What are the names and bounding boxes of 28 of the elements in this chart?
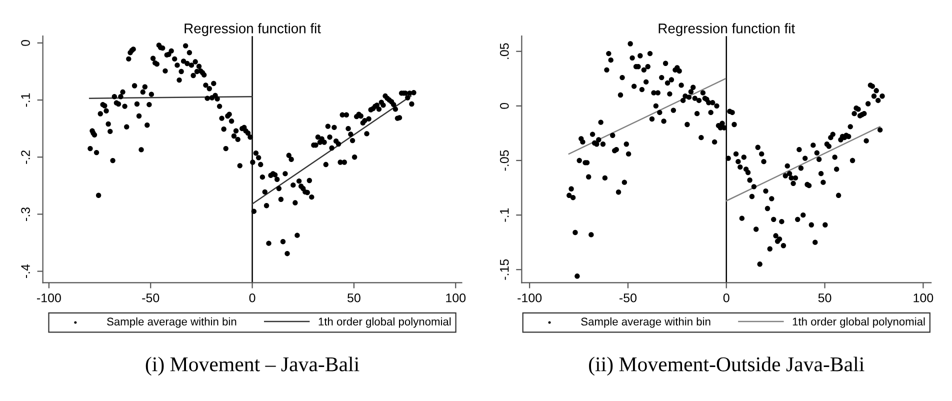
- text: (i) Movement – Java-Bali: [146, 356, 360, 376]
- y-tick-label: -.4: [21, 264, 30, 278]
- x-tick-label: 50: [818, 293, 832, 302]
- y-tick-label: 0: [21, 40, 30, 46]
- x-tick-label: 0: [249, 293, 256, 302]
- y-tick-label: -.2: [21, 150, 30, 164]
- x-tick-label: 100: [914, 293, 934, 302]
- y-tick-label: -.05: [500, 150, 509, 171]
- chart-title: Regression function fit: [658, 23, 795, 36]
- chart-title: Regression function fit: [184, 23, 321, 36]
- x-tick-label: 100: [446, 293, 466, 302]
- legend-label: 1th order global polynomial: [318, 317, 451, 328]
- y-tick-label: -.3: [21, 207, 30, 221]
- x-tick-label: -100: [518, 293, 542, 302]
- y-tick-label: -.1: [21, 93, 30, 107]
- x-tick-label: 50: [348, 293, 360, 302]
- x-tick-label: -50: [619, 293, 637, 302]
- x-tick-label: -100: [36, 293, 61, 302]
- y-tick-label: -.15: [500, 259, 509, 280]
- text: Sample average within bin: [581, 317, 710, 328]
- text: Sample average within bin: [107, 317, 236, 328]
- legend-label: 1th order global polynomial: [792, 317, 925, 328]
- y-tick-label: 0: [500, 102, 509, 109]
- x-tick-label: -50: [142, 293, 160, 302]
- text: (ii) Movement-Outside Java-Bali: [589, 356, 864, 376]
- x-tick-label: 0: [723, 293, 730, 302]
- y-tick-label: .05: [500, 43, 509, 59]
- y-tick-label: -.1: [500, 208, 509, 222]
